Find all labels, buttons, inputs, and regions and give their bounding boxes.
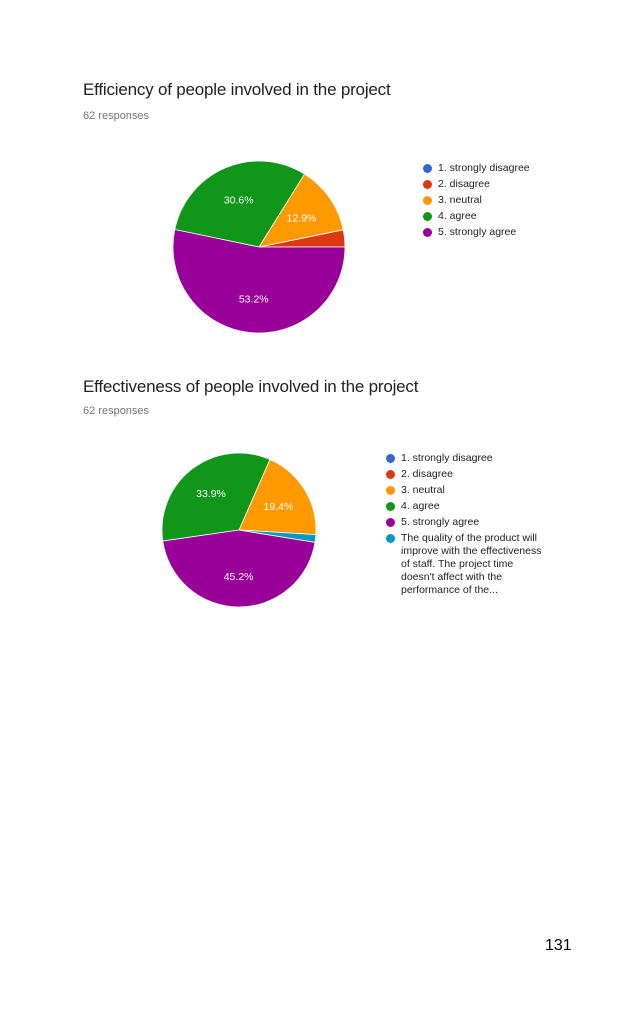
chart-title: Effectiveness of people involved in the … bbox=[83, 377, 419, 396]
pie-slice-3-neutral bbox=[258, 173, 344, 248]
pie-data-label: 19.4% bbox=[264, 501, 294, 513]
legend-item-4-agree: 4. agree bbox=[386, 500, 546, 513]
legend-swatch bbox=[423, 180, 432, 189]
legend-item-2-disagree: 2. disagree bbox=[423, 178, 573, 191]
legend-swatch bbox=[386, 470, 395, 479]
legend-swatch bbox=[386, 534, 395, 543]
legend-swatch bbox=[423, 228, 432, 237]
legend-item-1-strongly-disagree: 1. strongly disagree bbox=[386, 452, 546, 465]
pie-slice-4-agree bbox=[174, 160, 306, 248]
chart-subtitle: 62 responses bbox=[83, 110, 150, 122]
pie-chart: 19.4% 33.9% 45.2% bbox=[161, 452, 317, 608]
pie-slice-4-agree bbox=[161, 452, 271, 542]
legend-label: 3. neutral bbox=[438, 194, 482, 206]
legend-label: 1. strongly disagree bbox=[401, 452, 493, 464]
page-number: 131 bbox=[545, 937, 572, 954]
pie-data-label: 12.9% bbox=[286, 213, 316, 225]
legend-item-3-neutral: 3. neutral bbox=[386, 484, 546, 497]
pie-data-label: 45.2% bbox=[224, 571, 254, 583]
pie-slice-5-strongly-agree bbox=[172, 229, 346, 334]
pie-chart: 12.9% 30.6% 53.2% bbox=[172, 160, 346, 334]
legend-label: 1. strongly disagree bbox=[438, 162, 530, 174]
legend-item-1-strongly-disagree: 1. strongly disagree bbox=[423, 162, 573, 175]
legend-label: 2. disagree bbox=[401, 468, 453, 480]
chart-title: Efficiency of people involved in the pro… bbox=[83, 80, 391, 99]
legend-swatch bbox=[386, 454, 395, 463]
chart-subtitle: 62 responses bbox=[83, 405, 150, 417]
pie-data-label: 33.9% bbox=[196, 488, 226, 500]
legend-swatch bbox=[386, 518, 395, 527]
legend-swatch bbox=[423, 164, 432, 173]
legend-item-4-agree: 4. agree bbox=[423, 210, 573, 223]
legend-label: 3. neutral bbox=[401, 484, 445, 496]
pie-data-label: 53.2% bbox=[239, 293, 269, 305]
pie-data-label: 30.6% bbox=[224, 195, 254, 207]
legend-item-3-neutral: 3. neutral bbox=[423, 194, 573, 207]
legend-item-2-disagree: 2. disagree bbox=[386, 468, 546, 481]
legend-label: 4. agree bbox=[438, 210, 477, 222]
chart-legend: 1. strongly disagree 2. disagree 3. neutra… bbox=[423, 162, 573, 242]
legend-label: 5. strongly agree bbox=[401, 516, 480, 528]
legend-label: 5. strongly agree bbox=[438, 226, 517, 238]
legend-swatch bbox=[423, 196, 432, 205]
legend-label: 2. disagree bbox=[438, 178, 490, 190]
legend-item-5-strongly-agree: 5. strongly agree bbox=[423, 226, 573, 239]
legend-label: 4. agree bbox=[401, 500, 440, 512]
legend-item-the-quality-of-the-product-wil: The quality of the product will improve … bbox=[386, 532, 546, 597]
legend-swatch bbox=[386, 486, 395, 495]
chart-legend: 1. strongly disagree 2. disagree 3. neutra… bbox=[386, 452, 546, 600]
legend-swatch bbox=[423, 212, 432, 221]
legend-swatch bbox=[386, 502, 395, 511]
legend-item-5-strongly-agree: 5. strongly agree bbox=[386, 516, 546, 529]
pie-slice-the-quality-of-the-product-wil bbox=[238, 529, 317, 543]
pie-slice-3-neutral bbox=[238, 458, 317, 536]
legend-label: The quality of the product will improve … bbox=[401, 532, 542, 596]
pie-slice-5-strongly-agree bbox=[162, 529, 316, 608]
